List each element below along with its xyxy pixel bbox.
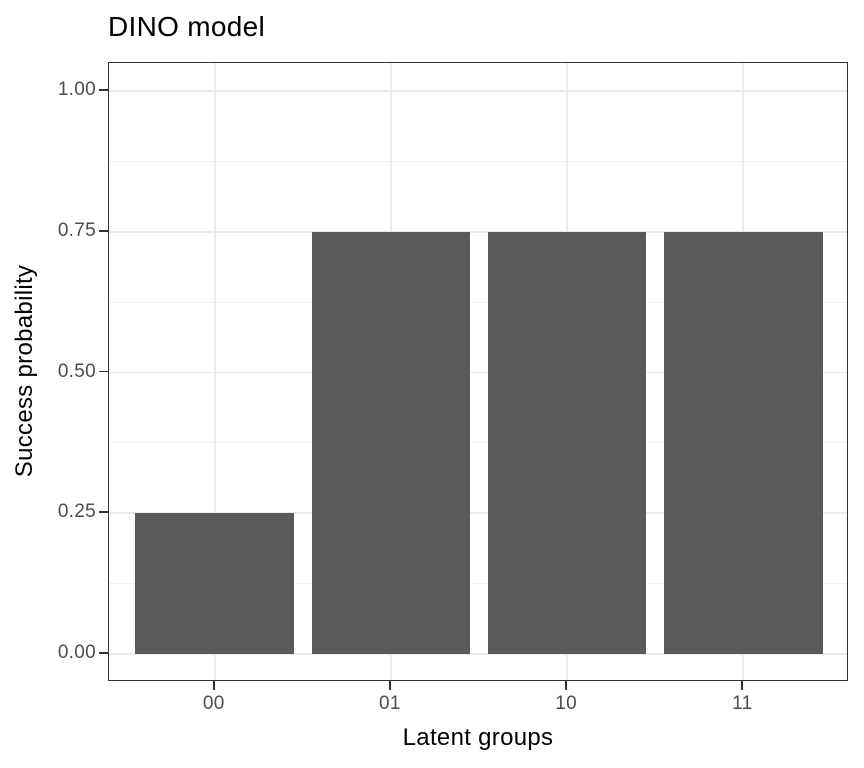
y-axis-tick [99,89,108,91]
x-tick-label: 10 [555,693,577,714]
bar [135,513,294,654]
bar [311,231,471,654]
x-axis-tick [565,681,567,690]
gridline-major [109,652,847,655]
gridline-minor [109,442,847,444]
bar [664,231,823,654]
gridline-minor [109,161,847,162]
gridline-major [109,512,847,515]
x-axis-title: Latent groups [402,724,554,751]
y-tick-label: 0.50 [57,360,96,382]
y-tick-label: 0.75 [57,219,96,241]
x-axis-tick [212,681,215,690]
gridline-minor [109,301,847,303]
chart-title: DINO model [108,11,266,42]
gridline-minor [109,583,847,584]
gridline-major [109,90,847,93]
x-axis-tick [741,681,744,690]
y-tick-label: 0.00 [57,641,96,663]
y-tick-label: 1.00 [57,79,96,101]
y-axis-tick [99,511,108,513]
x-tick-label: 00 [202,693,225,714]
x-tick-label: 01 [379,693,401,714]
plot-panel [108,62,848,681]
y-axis-tick [99,652,108,654]
x-axis-tick [389,681,391,690]
y-tick-label: 0.25 [57,501,96,523]
bar [487,231,647,654]
y-axis-tick [99,370,108,373]
gridline-major [109,230,847,233]
x-tick-label: 11 [732,693,753,714]
gridline-major-vertical [213,63,216,680]
y-axis-tick [99,230,108,232]
gridline-major [109,371,847,374]
